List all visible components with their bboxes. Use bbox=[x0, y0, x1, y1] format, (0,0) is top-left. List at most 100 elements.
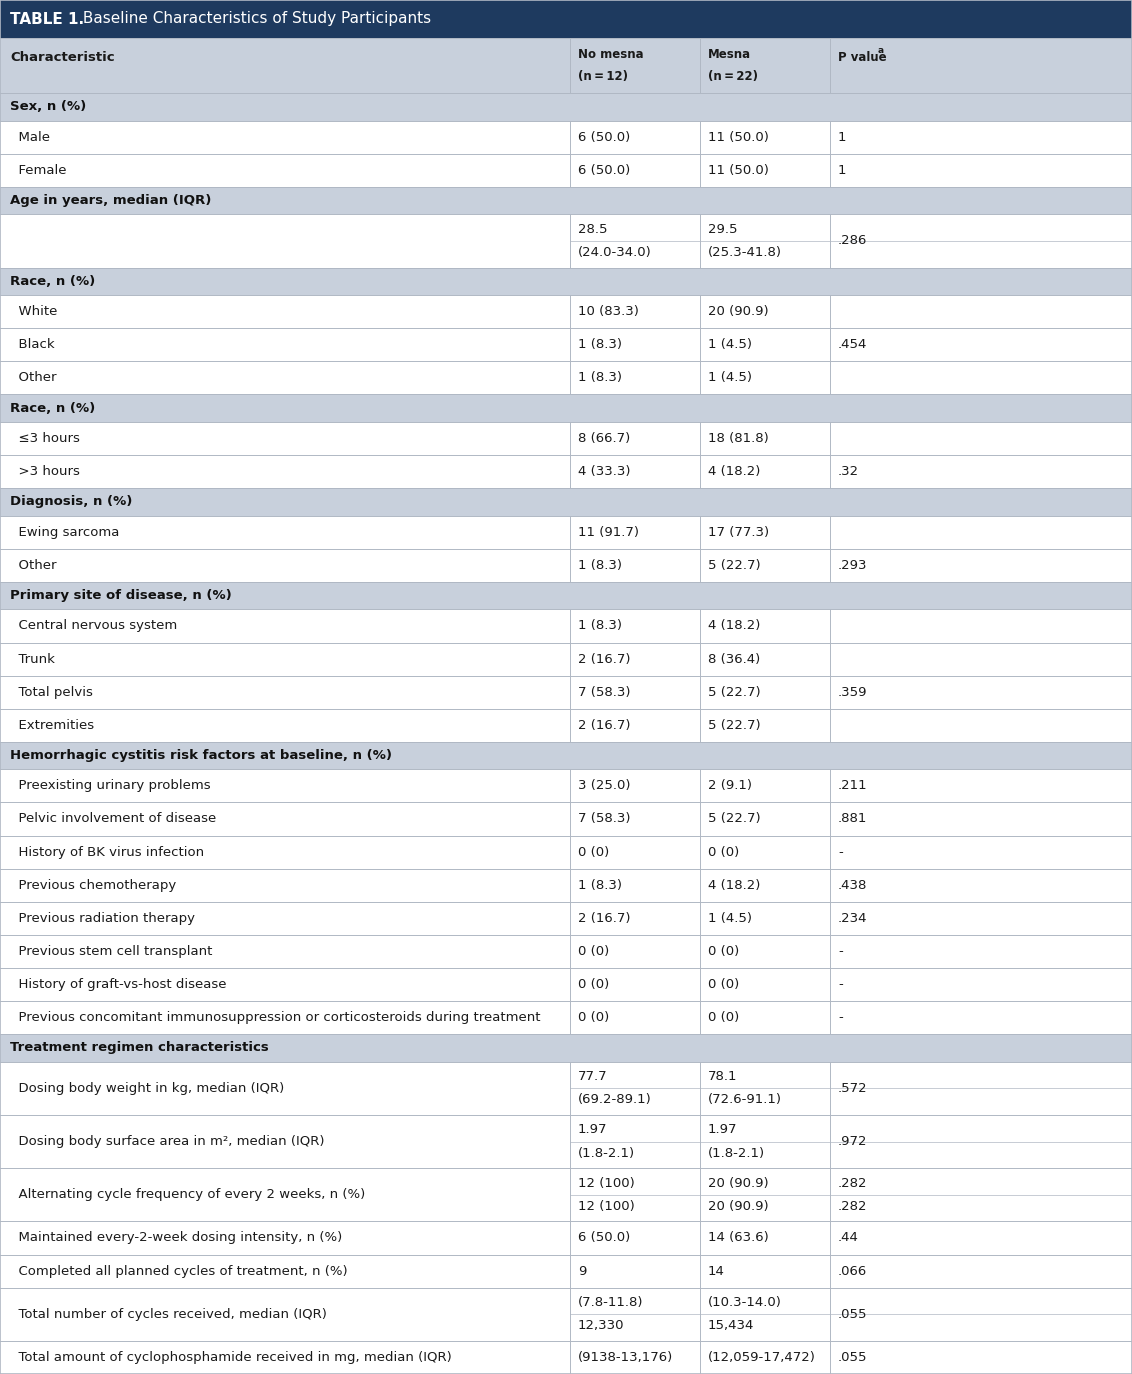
Text: Mesna: Mesna bbox=[708, 48, 752, 60]
Text: (72.6-91.1): (72.6-91.1) bbox=[708, 1094, 782, 1106]
Text: (24.0-34.0): (24.0-34.0) bbox=[578, 246, 652, 260]
Text: 5 (22.7): 5 (22.7) bbox=[708, 719, 761, 732]
Text: 28.5: 28.5 bbox=[578, 223, 608, 236]
Text: 2 (16.7): 2 (16.7) bbox=[578, 912, 631, 925]
Text: 7 (58.3): 7 (58.3) bbox=[578, 812, 631, 826]
Text: (n = 22): (n = 22) bbox=[708, 70, 758, 82]
Text: .066: .066 bbox=[838, 1264, 867, 1278]
Text: 20 (90.9): 20 (90.9) bbox=[708, 1176, 769, 1190]
Text: (69.2-89.1): (69.2-89.1) bbox=[578, 1094, 652, 1106]
Text: 2 (16.7): 2 (16.7) bbox=[578, 719, 631, 732]
Text: 0 (0): 0 (0) bbox=[708, 845, 739, 859]
Text: Dosing body weight in kg, median (IQR): Dosing body weight in kg, median (IQR) bbox=[10, 1081, 284, 1095]
Text: (25.3-41.8): (25.3-41.8) bbox=[708, 246, 782, 260]
Text: -: - bbox=[838, 945, 842, 958]
Text: 3 (25.0): 3 (25.0) bbox=[578, 779, 631, 793]
Text: (10.3-14.0): (10.3-14.0) bbox=[708, 1296, 782, 1309]
Bar bbox=[0, 1341, 1132, 1374]
Bar bbox=[0, 709, 1132, 742]
Text: Previous stem cell transplant: Previous stem cell transplant bbox=[10, 945, 213, 958]
Text: 1 (4.5): 1 (4.5) bbox=[708, 338, 752, 352]
Text: History of BK virus infection: History of BK virus infection bbox=[10, 845, 204, 859]
Bar bbox=[0, 676, 1132, 709]
Bar bbox=[0, 187, 1132, 214]
Text: Previous radiation therapy: Previous radiation therapy bbox=[10, 912, 195, 925]
Text: 7 (58.3): 7 (58.3) bbox=[578, 686, 631, 698]
Bar bbox=[0, 0, 1132, 38]
Text: 11 (91.7): 11 (91.7) bbox=[578, 526, 638, 539]
Text: 77.7: 77.7 bbox=[578, 1070, 608, 1083]
Text: Total pelvis: Total pelvis bbox=[10, 686, 93, 698]
Text: TABLE 1.: TABLE 1. bbox=[10, 11, 84, 26]
Text: (9138-13,176): (9138-13,176) bbox=[578, 1351, 674, 1364]
Text: 2 (9.1): 2 (9.1) bbox=[708, 779, 752, 793]
Text: No mesna: No mesna bbox=[578, 48, 644, 60]
Text: 5 (22.7): 5 (22.7) bbox=[708, 812, 761, 826]
Text: (1.8-2.1): (1.8-2.1) bbox=[708, 1147, 765, 1160]
Text: Black: Black bbox=[10, 338, 54, 352]
Bar bbox=[0, 93, 1132, 121]
Bar bbox=[0, 214, 1132, 268]
Text: 0 (0): 0 (0) bbox=[708, 978, 739, 991]
Text: .454: .454 bbox=[838, 338, 867, 352]
Text: Previous chemotherapy: Previous chemotherapy bbox=[10, 878, 177, 892]
Text: .055: .055 bbox=[838, 1308, 867, 1320]
Text: 1: 1 bbox=[838, 164, 847, 177]
Text: .293: .293 bbox=[838, 559, 867, 572]
Text: 1.97: 1.97 bbox=[578, 1124, 608, 1136]
Text: -: - bbox=[838, 845, 842, 859]
Text: 0 (0): 0 (0) bbox=[578, 945, 609, 958]
Text: .44: .44 bbox=[838, 1231, 859, 1245]
Text: 8 (36.4): 8 (36.4) bbox=[708, 653, 761, 665]
Text: Ewing sarcoma: Ewing sarcoma bbox=[10, 526, 119, 539]
Text: .282: .282 bbox=[838, 1200, 867, 1213]
Text: Previous concomitant immunosuppression or corticosteroids during treatment: Previous concomitant immunosuppression o… bbox=[10, 1011, 540, 1024]
Bar bbox=[0, 581, 1132, 610]
Text: 2 (16.7): 2 (16.7) bbox=[578, 653, 631, 665]
Bar bbox=[0, 868, 1132, 901]
Bar bbox=[0, 361, 1132, 394]
Text: (7.8-11.8): (7.8-11.8) bbox=[578, 1296, 643, 1309]
Text: White: White bbox=[10, 305, 58, 319]
Text: Total amount of cyclophosphamide received in mg, median (IQR): Total amount of cyclophosphamide receive… bbox=[10, 1351, 452, 1364]
Text: Extremities: Extremities bbox=[10, 719, 94, 732]
Text: -: - bbox=[838, 1011, 842, 1024]
Text: Primary site of disease, n (%): Primary site of disease, n (%) bbox=[10, 589, 232, 602]
Text: 0 (0): 0 (0) bbox=[708, 1011, 739, 1024]
Bar bbox=[0, 643, 1132, 676]
Text: Trunk: Trunk bbox=[10, 653, 54, 665]
Text: 1.97: 1.97 bbox=[708, 1124, 738, 1136]
Text: >3 hours: >3 hours bbox=[10, 466, 80, 478]
Text: .572: .572 bbox=[838, 1081, 867, 1095]
Text: -: - bbox=[838, 978, 842, 991]
Text: Male: Male bbox=[10, 131, 50, 144]
Bar bbox=[0, 1062, 1132, 1114]
Text: 11 (50.0): 11 (50.0) bbox=[708, 164, 769, 177]
Text: Dosing body surface area in m², median (IQR): Dosing body surface area in m², median (… bbox=[10, 1135, 325, 1149]
Text: 1 (4.5): 1 (4.5) bbox=[708, 371, 752, 385]
Bar bbox=[0, 1221, 1132, 1254]
Bar bbox=[0, 328, 1132, 361]
Text: .881: .881 bbox=[838, 812, 867, 826]
Text: (n = 12): (n = 12) bbox=[578, 70, 628, 82]
Text: Race, n (%): Race, n (%) bbox=[10, 275, 95, 289]
Text: a: a bbox=[878, 45, 884, 55]
Text: Maintained every-2-week dosing intensity, n (%): Maintained every-2-week dosing intensity… bbox=[10, 1231, 342, 1245]
Text: .055: .055 bbox=[838, 1351, 867, 1364]
Text: Completed all planned cycles of treatment, n (%): Completed all planned cycles of treatmen… bbox=[10, 1264, 348, 1278]
Text: .359: .359 bbox=[838, 686, 867, 698]
Text: Preexisting urinary problems: Preexisting urinary problems bbox=[10, 779, 211, 793]
Bar bbox=[0, 1000, 1132, 1035]
Text: 4 (18.2): 4 (18.2) bbox=[708, 620, 761, 632]
Text: 5 (22.7): 5 (22.7) bbox=[708, 559, 761, 572]
Text: (12,059-17,472): (12,059-17,472) bbox=[708, 1351, 816, 1364]
Text: 1 (8.3): 1 (8.3) bbox=[578, 338, 621, 352]
Text: Pelvic involvement of disease: Pelvic involvement of disease bbox=[10, 812, 216, 826]
Text: 12,330: 12,330 bbox=[578, 1319, 625, 1333]
Text: 9: 9 bbox=[578, 1264, 586, 1278]
Text: Age in years, median (IQR): Age in years, median (IQR) bbox=[10, 194, 212, 207]
Bar bbox=[0, 268, 1132, 295]
Text: Central nervous system: Central nervous system bbox=[10, 620, 178, 632]
Text: 1 (8.3): 1 (8.3) bbox=[578, 878, 621, 892]
Text: .234: .234 bbox=[838, 912, 867, 925]
